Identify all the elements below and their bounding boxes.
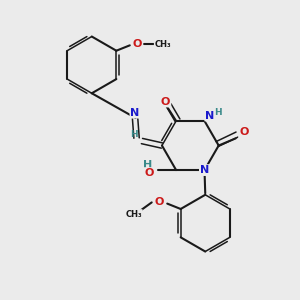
Text: H: H: [142, 160, 152, 170]
Text: CH₃: CH₃: [125, 210, 142, 219]
Text: O: O: [154, 197, 164, 207]
Text: CH₃: CH₃: [154, 40, 171, 49]
Text: O: O: [145, 168, 154, 178]
Text: H: H: [214, 108, 222, 117]
Text: O: O: [161, 97, 170, 106]
Text: O: O: [133, 39, 142, 49]
Text: H: H: [130, 130, 137, 139]
Text: N: N: [200, 165, 209, 175]
Text: N: N: [130, 108, 140, 118]
Text: O: O: [239, 128, 248, 137]
Text: N: N: [205, 111, 214, 121]
